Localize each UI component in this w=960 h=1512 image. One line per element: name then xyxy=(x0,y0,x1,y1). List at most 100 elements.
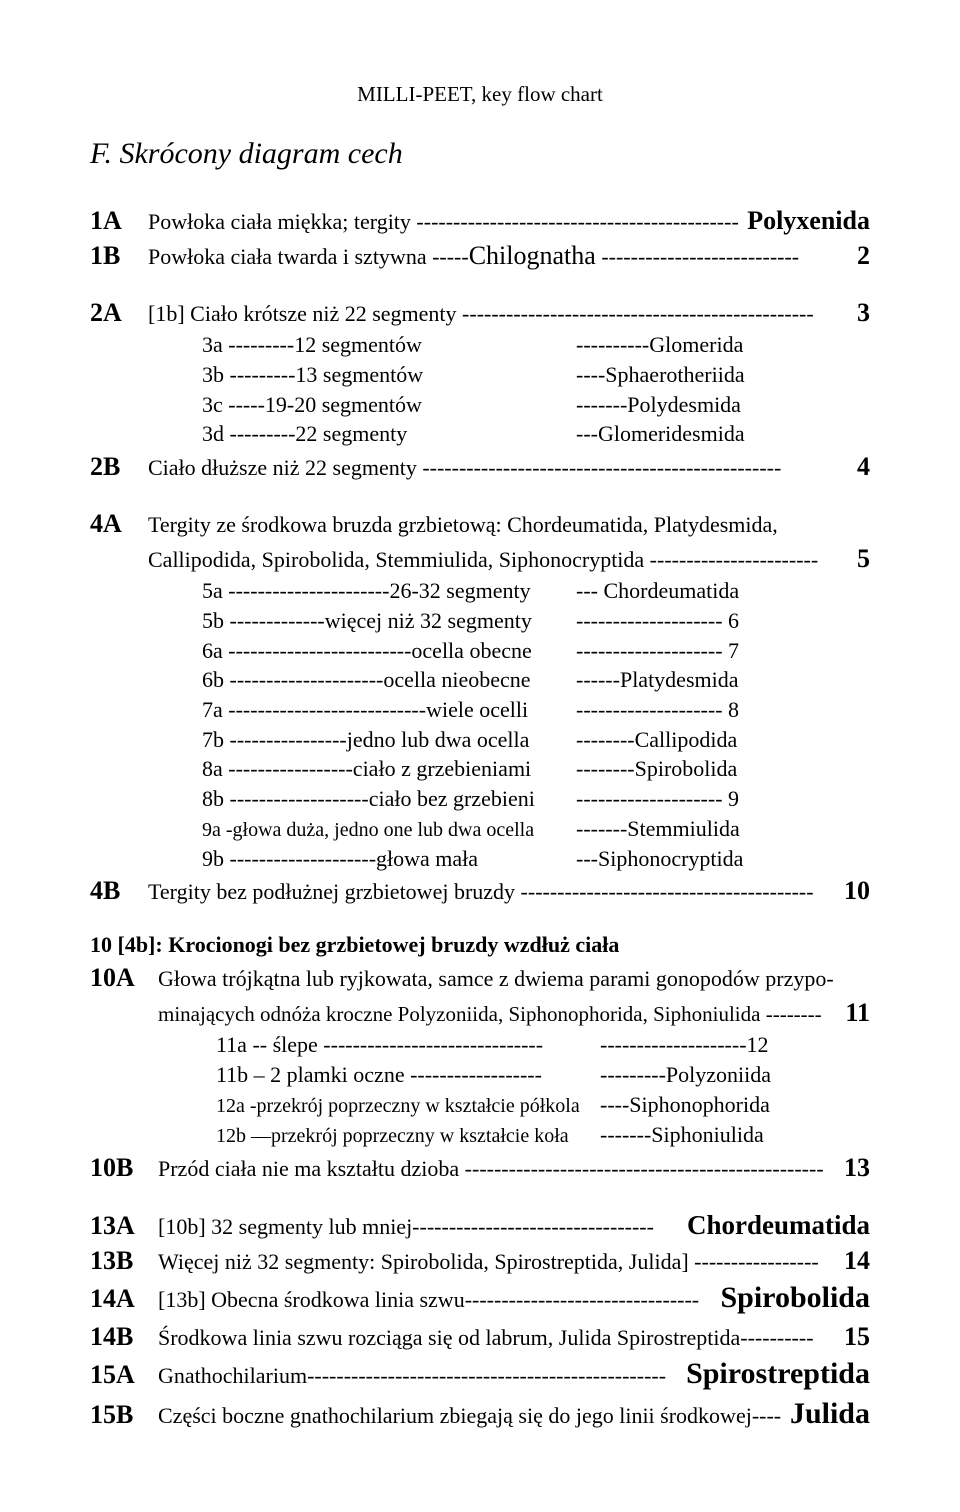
key-text: [1b] Ciało krótsze niż 22 segmenty -----… xyxy=(148,299,849,329)
sub-left: 5b -------------więcej niż 32 segmenty xyxy=(202,606,562,636)
key-row: 4B Tergity bez podłużnej grzbietowej bru… xyxy=(90,873,870,908)
sub-left: 8b -------------------ciało bez grzebien… xyxy=(202,784,562,814)
sub-right: -------------------- 9 xyxy=(562,784,739,814)
key-row: 1A Powłoka ciała miękka; tergity -------… xyxy=(90,203,870,238)
key-result: Spirobolida xyxy=(712,1278,870,1319)
key-label: 13B xyxy=(90,1243,158,1278)
key-label: 15A xyxy=(90,1357,158,1392)
sub-row: 3d ---------22 segmenty---Glomeridesmida xyxy=(90,419,870,449)
sub-left: 3a ---------12 segmentów xyxy=(202,330,562,360)
key-text: Głowa trójkątna lub ryjkowata, samce z d… xyxy=(158,964,870,994)
sub-right: ------Platydesmida xyxy=(562,665,739,695)
sub-right: -------Siphoniulida xyxy=(586,1120,764,1150)
key-label: 10A xyxy=(90,960,158,995)
key-text-tail: --------------------------- xyxy=(596,244,799,269)
sub-right: ----------Glomerida xyxy=(562,330,743,360)
sub-row: 5b -------------więcej niż 32 segmenty--… xyxy=(90,606,870,636)
sub-row: 11b – 2 plamki oczne -------------------… xyxy=(90,1060,870,1090)
sub-row: 3c -----19-20 segmentów-------Polydesmid… xyxy=(90,390,870,420)
sub-row: 9a -głowa duża, jedno one lub dwa ocella… xyxy=(90,814,870,844)
sub-right: -------Stemmiulida xyxy=(562,814,740,844)
key-text: Ciało dłuższe niż 22 segmenty ----------… xyxy=(148,453,849,483)
sub-right: ---Glomeridesmida xyxy=(562,419,745,449)
chilognatha: Chilognatha xyxy=(469,241,596,270)
sub-left: 5a ----------------------26-32 segmenty xyxy=(202,576,562,606)
sub-left: 3b ---------13 segmentów xyxy=(202,360,562,390)
sub-left: 3d ---------22 segmenty xyxy=(202,419,562,449)
key-text: [13b] Obecna środkowa linia szwu--------… xyxy=(158,1285,712,1315)
sub-right: -------Polydesmida xyxy=(562,390,741,420)
key-result: 4 xyxy=(849,449,870,484)
key-text: minających odnóża kroczne Polyzoniida, S… xyxy=(158,1000,837,1028)
key-result: 14 xyxy=(836,1243,870,1278)
key-row: 10A Głowa trójkątna lub ryjkowata, samce… xyxy=(90,960,870,995)
sub-right: ---------Polyzoniida xyxy=(586,1060,771,1090)
sub-right: --- Chordeumatida xyxy=(562,576,739,606)
key-text: Callipodida, Spirobolida, Stemmiulida, S… xyxy=(148,545,849,575)
key-label: 10B xyxy=(90,1150,158,1185)
sub-left: 6a -------------------------ocella obecn… xyxy=(202,636,562,666)
sub-row: 8a -----------------ciało z grzebieniami… xyxy=(90,754,870,784)
sub-right: --------Callipodida xyxy=(562,725,737,755)
sub-left: 12b —przekrój poprzeczny w kształcie koł… xyxy=(216,1123,586,1150)
key-row: 15A Gnathochilarium---------------------… xyxy=(90,1354,870,1395)
sub-right: ---Siphonocryptida xyxy=(562,844,743,874)
sub-left: 11a -- ślepe ---------------------------… xyxy=(216,1030,586,1060)
key-result: 13 xyxy=(836,1150,870,1185)
page-title: F. Skrócony diagram cech xyxy=(90,134,870,175)
sub-left: 7b ----------------jedno lub dwa ocella xyxy=(202,725,562,755)
key-row: 13A [10b] 32 segmenty lub mniej---------… xyxy=(90,1207,870,1243)
key-result: Spirostreptida xyxy=(678,1354,870,1395)
sub-row: 12b —przekrój poprzeczny w kształcie koł… xyxy=(90,1120,870,1150)
sub-row: 3a ---------12 segmentów----------Glomer… xyxy=(90,330,870,360)
key-row: 15B Części boczne gnathochilarium zbiega… xyxy=(90,1394,870,1435)
key-result: Chordeumatida xyxy=(679,1207,870,1243)
sub-row: 3b ---------13 segmentów----Sphaerotheri… xyxy=(90,360,870,390)
key-result: Julida xyxy=(782,1394,870,1435)
sub-row: 9b --------------------głowa mała---Siph… xyxy=(90,844,870,874)
sub-left: 8a -----------------ciało z grzebieniami xyxy=(202,754,562,784)
key-text: [10b] 32 segmenty lub mniej-------------… xyxy=(158,1212,679,1242)
sub-row: 12a -przekrój poprzeczny w kształcie pół… xyxy=(90,1090,870,1120)
key-text: Części boczne gnathochilarium zbiegają s… xyxy=(158,1401,782,1431)
sub-right: --------Spirobolida xyxy=(562,754,737,784)
key-label: 2B xyxy=(90,449,148,484)
key-label: 1A xyxy=(90,203,148,238)
sub-row: 7a ---------------------------wiele ocel… xyxy=(90,695,870,725)
sub-right: -------------------- 7 xyxy=(562,636,739,666)
key-row: 4A Tergity ze środkowa bruzda grzbietową… xyxy=(90,506,870,541)
key-text: Powłoka ciała miękka; tergity ----------… xyxy=(148,207,739,237)
key-label: 15B xyxy=(90,1397,158,1432)
key-row-cont: minających odnóża kroczne Polyzoniida, S… xyxy=(90,995,870,1030)
key-result: 5 xyxy=(849,541,870,576)
key-text: Gnathochilarium-------------------------… xyxy=(158,1361,678,1391)
section-10-heading: 10 [4b]: Krocionogi bez grzbietowej bruz… xyxy=(90,930,870,960)
sub-right: -------------------- 6 xyxy=(562,606,739,636)
sub-right: ----Sphaerotheriida xyxy=(562,360,745,390)
key-result: 3 xyxy=(849,295,870,330)
key-row: 2A [1b] Ciało krótsze niż 22 segmenty --… xyxy=(90,295,870,330)
key-result: 11 xyxy=(837,995,870,1030)
sub-left: 11b – 2 plamki oczne ------------------ xyxy=(216,1060,586,1090)
key-row: 10B Przód ciała nie ma kształtu dzioba -… xyxy=(90,1150,870,1185)
key-result: Polyxenida xyxy=(739,203,870,238)
sub-right: -------------------- 8 xyxy=(562,695,739,725)
key-label: 13A xyxy=(90,1208,158,1243)
key-label: 4A xyxy=(90,506,148,541)
key-row: 2B Ciało dłuższe niż 22 segmenty -------… xyxy=(90,449,870,484)
sub-right: ----Siphonophorida xyxy=(586,1090,770,1120)
key-text: Środkowa linia szwu rozciąga się od labr… xyxy=(158,1323,836,1353)
sub-left: 3c -----19-20 segmentów xyxy=(202,390,562,420)
sub-right: --------------------12 xyxy=(586,1030,769,1060)
key-row-cont: Callipodida, Spirobolida, Stemmiulida, S… xyxy=(90,541,870,576)
key-label: 1B xyxy=(90,238,148,273)
sub-left: 7a ---------------------------wiele ocel… xyxy=(202,695,562,725)
key-row: 14A [13b] Obecna środkowa linia szwu----… xyxy=(90,1278,870,1319)
page-header: MILLI-PEET, key flow chart xyxy=(90,80,870,108)
sub-row: 11a -- ślepe ---------------------------… xyxy=(90,1030,870,1060)
key-text: Tergity ze środkowa bruzda grzbietową: C… xyxy=(148,510,870,540)
key-text: Tergity bez podłużnej grzbietowej bruzdy… xyxy=(148,877,836,907)
key-result: 15 xyxy=(836,1319,870,1354)
sub-row: 6a -------------------------ocella obecn… xyxy=(90,636,870,666)
key-text: Powłoka ciała twarda i sztywna -----Chil… xyxy=(148,238,849,273)
